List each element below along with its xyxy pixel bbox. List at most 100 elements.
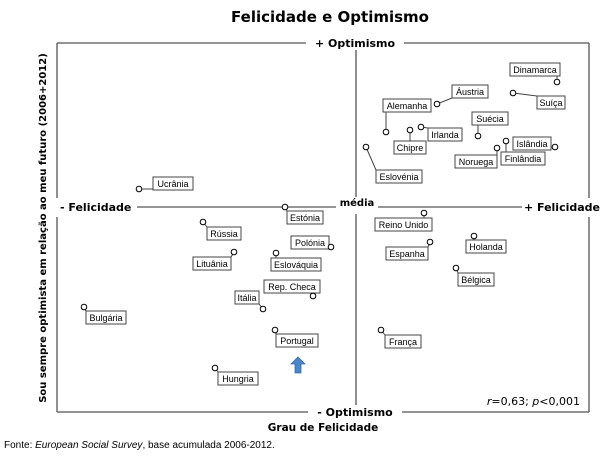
data-point-group: Bulgária bbox=[80, 303, 127, 325]
data-point-group: Bélgica bbox=[452, 264, 495, 287]
data-point bbox=[470, 232, 478, 240]
x-pos-label: + Felicidade bbox=[524, 201, 600, 214]
y-axis-title: Sou sempre optimista em relação ao meu f… bbox=[38, 53, 49, 403]
data-point-group: Lituânia bbox=[192, 248, 238, 271]
data-point-group: Itália bbox=[234, 290, 267, 313]
point-label: Holanda bbox=[469, 242, 503, 252]
point-label: Polónia bbox=[295, 238, 325, 248]
point-label: Irlanda bbox=[431, 130, 459, 140]
data-point-group: Rússia bbox=[199, 218, 242, 241]
point-label-box bbox=[234, 290, 260, 305]
data-point bbox=[493, 144, 501, 152]
data-point-group: Chipre bbox=[393, 126, 427, 155]
point-label: Islândia bbox=[516, 139, 547, 149]
point-label: Alemanha bbox=[387, 101, 428, 111]
point-label-box bbox=[270, 257, 322, 272]
data-point-group: Eslovénia bbox=[362, 143, 423, 184]
data-point bbox=[502, 137, 510, 145]
data-point bbox=[551, 143, 559, 151]
y-pos-label: + Optimismo bbox=[315, 37, 396, 50]
point-label: Rep. Checa bbox=[268, 282, 316, 292]
point-label: Suíça bbox=[539, 98, 562, 108]
data-point bbox=[509, 89, 517, 97]
point-label: Rússia bbox=[210, 229, 238, 239]
point-label-box bbox=[206, 226, 242, 241]
data-point-group: Finlândia bbox=[500, 137, 546, 166]
point-label: Portugal bbox=[280, 336, 314, 346]
point-label-box bbox=[384, 334, 422, 349]
data-point-group: Suíça bbox=[509, 89, 566, 110]
point-label: Estónia bbox=[290, 213, 320, 223]
data-point bbox=[309, 292, 317, 300]
footer-suffix: , base acumulada 2006-2012. bbox=[142, 440, 275, 451]
data-point bbox=[474, 132, 482, 140]
data-point-group: Noruega bbox=[454, 144, 501, 169]
point-label-box bbox=[217, 371, 259, 386]
point-label-box bbox=[382, 98, 432, 113]
point-label-box bbox=[427, 127, 463, 142]
data-point bbox=[382, 128, 390, 136]
data-point-group: Espanha bbox=[385, 238, 434, 261]
footer-prefix: Fonte: bbox=[4, 440, 36, 451]
leader-line bbox=[512, 92, 538, 97]
data-point bbox=[135, 185, 143, 193]
point-label-box bbox=[263, 279, 321, 294]
data-point bbox=[271, 326, 279, 334]
point-label-box bbox=[457, 272, 495, 287]
point-label: Espanha bbox=[389, 249, 425, 259]
point-label-box bbox=[192, 256, 232, 271]
point-label-box bbox=[290, 235, 330, 250]
data-point-group: Alemanha bbox=[382, 98, 432, 136]
point-label-box bbox=[451, 84, 489, 99]
y-neg-label: - Optimismo bbox=[317, 406, 393, 419]
point-label: Suécia bbox=[476, 114, 504, 124]
data-point-group: Suécia bbox=[471, 111, 509, 140]
point-label-box bbox=[375, 169, 423, 184]
data-point bbox=[199, 218, 207, 226]
point-label: Reino Unido bbox=[379, 220, 429, 230]
point-label-box bbox=[509, 62, 561, 77]
x-neg-label: - Felicidade bbox=[60, 201, 131, 214]
point-label: Itália bbox=[237, 293, 256, 303]
point-label-box bbox=[471, 111, 509, 126]
point-label-box bbox=[512, 136, 552, 151]
point-label: Eslovénia bbox=[379, 172, 418, 182]
plot-frame bbox=[56, 42, 590, 413]
data-point-group: Dinamarca bbox=[509, 62, 561, 86]
data-point-group: Reino Unido bbox=[374, 209, 433, 232]
data-point bbox=[420, 209, 428, 217]
data-point bbox=[281, 203, 289, 211]
data-point-group: Islândia bbox=[512, 136, 559, 151]
point-label: Chipre bbox=[397, 143, 424, 153]
data-point bbox=[272, 249, 280, 257]
data-points: Dinamarca Suíça Áustria Alemanha Irlanda Chip… bbox=[80, 62, 566, 386]
data-point bbox=[211, 364, 219, 372]
point-label-box bbox=[275, 333, 319, 348]
point-label: França bbox=[389, 337, 417, 347]
correlation-annotation: r=0,63; p<0,001 bbox=[487, 395, 580, 408]
data-point-group: Irlanda bbox=[417, 123, 463, 142]
point-label: Bulgária bbox=[89, 313, 122, 323]
data-point bbox=[362, 143, 370, 151]
footer-source: European Social Survey bbox=[35, 440, 143, 451]
point-label: Hungria bbox=[222, 374, 254, 384]
point-label-box bbox=[385, 246, 429, 261]
data-point bbox=[230, 248, 238, 256]
point-label-box bbox=[374, 217, 433, 232]
point-label: Ucrânia bbox=[157, 179, 188, 189]
data-point-group: Hungria bbox=[211, 364, 259, 386]
data-point-group: Portugal bbox=[271, 326, 319, 348]
point-label-box bbox=[286, 210, 324, 225]
x-axis-title: Grau de Felicidade bbox=[268, 422, 378, 434]
data-point bbox=[327, 243, 335, 251]
data-point-group: Áustria bbox=[433, 84, 489, 108]
source-footer: Fonte: European Social Survey, base acum… bbox=[4, 440, 275, 451]
data-point bbox=[417, 123, 425, 131]
point-label: Dinamarca bbox=[513, 65, 557, 75]
point-label: Lituânia bbox=[196, 259, 228, 269]
data-point bbox=[452, 264, 460, 272]
data-point-group: Ucrânia bbox=[135, 176, 194, 193]
data-point bbox=[259, 305, 267, 313]
point-label-box bbox=[536, 95, 566, 110]
